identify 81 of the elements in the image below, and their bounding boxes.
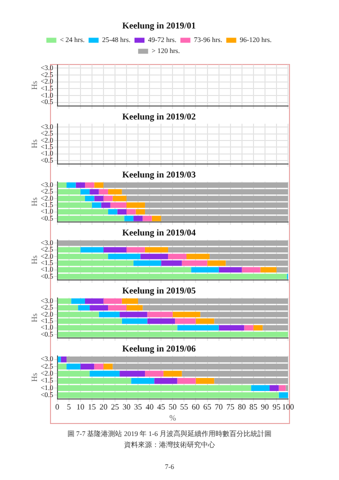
bar	[131, 378, 154, 384]
bar	[147, 312, 173, 318]
bar	[218, 325, 244, 331]
bar	[90, 370, 120, 377]
bar	[98, 312, 120, 318]
x-tick-label: 60	[192, 402, 200, 412]
x-tick-label: 35	[134, 402, 142, 412]
bar	[177, 378, 196, 384]
x-tick-label: 85	[249, 402, 258, 412]
x-tick-label: 45	[157, 402, 166, 412]
x-tick-label: 40	[146, 402, 154, 412]
bar	[270, 385, 279, 391]
bar	[144, 247, 168, 253]
bar	[94, 364, 104, 370]
bar	[191, 267, 219, 273]
chart-title: Keelung in 2019/01	[122, 20, 196, 31]
y-axis-title: Hs	[30, 372, 39, 382]
chart-title: Keelung in 2019/05	[122, 286, 196, 296]
bar	[80, 364, 94, 370]
x-tick-label: 15	[88, 402, 96, 412]
x-tick-label: 75	[226, 402, 234, 412]
bar	[126, 247, 145, 253]
bar	[177, 325, 219, 331]
bar	[66, 182, 76, 188]
bar	[242, 267, 260, 273]
bar	[58, 356, 61, 362]
x-tick-label: 30	[122, 402, 131, 412]
bar	[108, 209, 118, 215]
bar	[147, 318, 175, 324]
y-axis-title: Hs	[30, 255, 39, 264]
bar	[80, 247, 104, 253]
x-tick-label: 10	[76, 402, 84, 412]
chart-title: Keelung in 2019/03	[122, 170, 196, 180]
bar	[103, 364, 113, 370]
x-tick-label: 20	[99, 402, 108, 412]
bar	[218, 267, 242, 273]
bar	[66, 364, 80, 370]
bar	[174, 318, 196, 324]
chart-title: Keelung in 2019/06	[122, 344, 196, 354]
bar	[117, 209, 127, 215]
bar	[122, 318, 148, 324]
x-tick-label: 5	[66, 402, 71, 412]
bar	[76, 182, 85, 188]
bar	[124, 216, 134, 222]
x-tick-label: 90	[260, 402, 269, 412]
bar	[120, 312, 148, 318]
bar	[103, 247, 127, 253]
x-tick-label: 100	[282, 402, 294, 412]
x-tick-label: 50	[168, 402, 177, 412]
x-tick-label: 55	[180, 402, 188, 412]
bar	[196, 378, 214, 384]
bar	[244, 325, 254, 331]
chart-title: Keelung in 2019/02	[122, 112, 196, 122]
bar	[144, 370, 164, 377]
x-tick-label: 80	[238, 402, 246, 412]
bar	[278, 392, 288, 398]
bar	[251, 385, 270, 391]
bar	[120, 370, 145, 377]
y-axis-title: Hs	[30, 80, 39, 90]
bar	[94, 182, 104, 188]
bar	[260, 267, 276, 273]
x-tick-label: 95	[272, 402, 280, 412]
bar	[253, 325, 263, 331]
bar	[278, 385, 286, 391]
x-tick-label: 65	[203, 402, 212, 412]
bar	[133, 216, 143, 222]
bar	[142, 216, 152, 222]
y-axis-title: Hs	[30, 139, 39, 148]
bar	[126, 209, 136, 215]
y-axis-title: Hs	[30, 197, 39, 206]
bar	[154, 378, 178, 384]
x-axis-title: %	[169, 413, 176, 422]
y-axis-title: Hs	[30, 313, 39, 322]
x-tick-label: 25	[110, 402, 119, 412]
x-tick-label: 0	[55, 402, 60, 412]
chart-title: Keelung in 2019/04	[122, 228, 196, 238]
x-tick-label: 70	[214, 402, 223, 412]
bar	[152, 216, 162, 222]
bar	[60, 356, 67, 362]
bar	[163, 370, 182, 377]
bar	[84, 182, 94, 188]
